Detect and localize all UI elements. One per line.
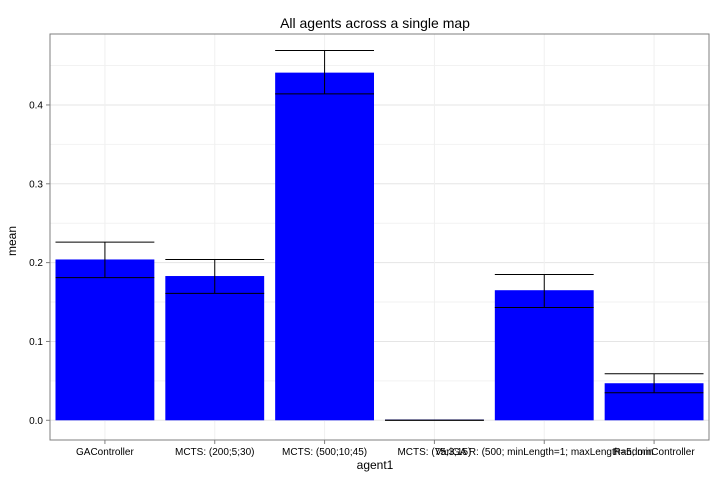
- y-tick-label: 0.3: [29, 179, 43, 190]
- bars: [55, 72, 704, 421]
- y-tick-label: 0.2: [29, 258, 43, 269]
- y-tick-label: 0.1: [29, 337, 43, 348]
- chart-title: All agents across a single map: [280, 15, 470, 31]
- y-tick-label: 0.4: [29, 100, 43, 111]
- error-bar: [165, 258, 265, 294]
- bar: [165, 276, 265, 421]
- x-tick-label: GAController: [76, 447, 134, 458]
- y-axis-title: mean: [5, 226, 19, 256]
- x-tick-label: MCTS: (75;3;15): [397, 447, 471, 458]
- bar: [494, 290, 594, 421]
- plot-border: [49, 33, 710, 441]
- x-tick-label: RandomController: [614, 447, 696, 458]
- x-tick-label: MCTS: (500;10;45): [282, 447, 367, 458]
- error-bar: [55, 241, 155, 279]
- error-bars: [55, 50, 704, 421]
- x-tick-label: VariGA R: (500; minLength=1; maxLength=5…: [435, 447, 653, 458]
- x-axis-title: agent1: [357, 458, 394, 472]
- bar: [55, 259, 155, 421]
- error-bar: [494, 273, 594, 309]
- x-axis: GAController MCTS: (200;5;30) MCTS: (500;1…: [76, 440, 695, 458]
- y-axis: 0.0 0.1 0.2 0.3 0.4: [29, 100, 50, 427]
- error-bar: [275, 50, 375, 95]
- bar: [275, 72, 375, 421]
- y-tick-label: 0.0: [29, 416, 43, 427]
- error-bar: [604, 373, 704, 394]
- x-tick-label: MCTS: (200;5;30): [175, 447, 254, 458]
